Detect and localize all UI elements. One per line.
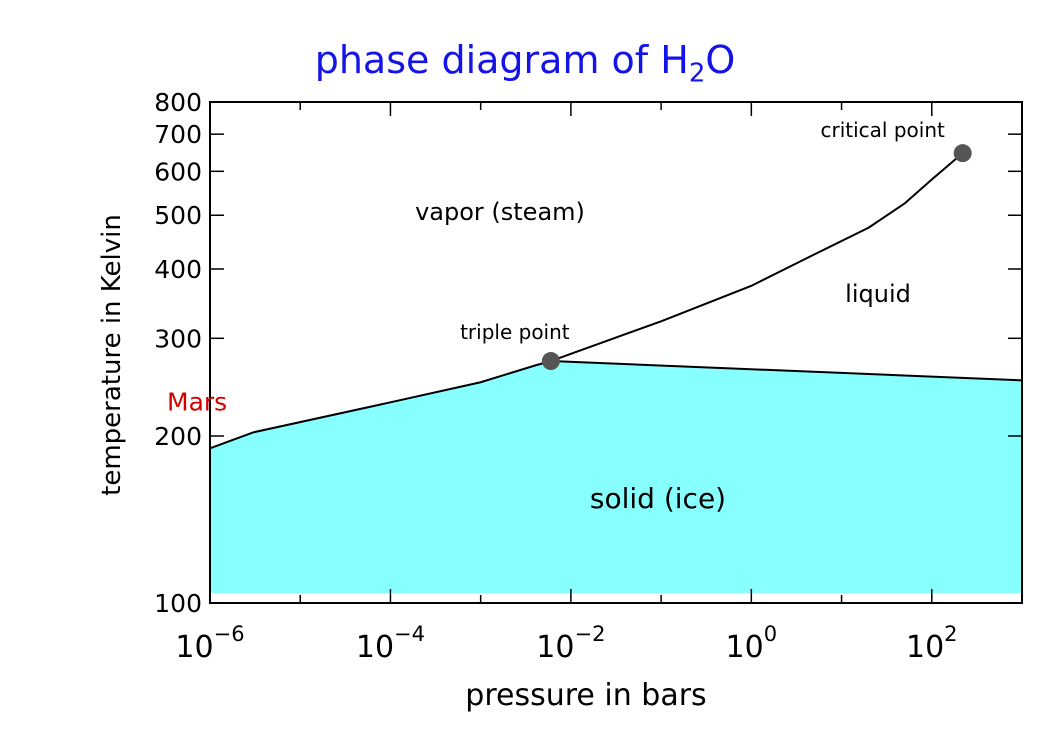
y-tick-label: 800 — [154, 88, 202, 117]
y-tick-label: 600 — [154, 157, 202, 186]
chart-title-tail: O — [705, 38, 736, 82]
y-tick-label: 400 — [154, 255, 202, 284]
mars-annotation: Mars — [167, 387, 227, 416]
sublimation-curve — [209, 360, 552, 450]
x-tick-label: 100 — [726, 622, 778, 665]
x-tick-label: 102 — [906, 622, 958, 665]
melting-curve — [550, 360, 1023, 382]
special-point-marker — [953, 144, 972, 163]
y-tick-label: 500 — [154, 201, 202, 230]
region-label: liquid — [845, 280, 911, 308]
x-axis-label: pressure in bars — [465, 678, 706, 713]
vaporization-curve — [550, 152, 964, 362]
y-axis-label: temperature in Kelvin — [97, 214, 127, 496]
x-tick-label: 10−6 — [175, 622, 244, 665]
region-label: vapor (steam) — [415, 198, 585, 226]
y-tick-label: 200 — [154, 422, 202, 451]
x-tick-label: 10−4 — [356, 622, 425, 665]
chart-title-subscript: 2 — [688, 58, 706, 89]
plot-frame — [209, 101, 1023, 604]
phase-boundary-curves — [209, 152, 1023, 450]
y-tick-label: 300 — [154, 324, 202, 353]
chart-labels: 10−6 10−4 10−2 100 102 100 200 300 400 500 600 700 8… — [97, 88, 958, 713]
special-point-label: triple point — [460, 320, 570, 344]
x-tick-label: 10−2 — [536, 622, 605, 665]
special-point-marker — [541, 352, 560, 371]
y-tick-label: 100 — [154, 589, 202, 618]
solid-ice-region — [210, 361, 1022, 593]
axis-ticks — [209, 101, 1023, 604]
region-label: solid (ice) — [590, 482, 726, 515]
y-tick-label: 700 — [154, 120, 202, 149]
chart-title: phase diagram of H2O — [0, 38, 1050, 89]
special-point-label: critical point — [820, 118, 945, 142]
chart-title-main: phase diagram of H — [314, 38, 689, 82]
special-points — [541, 144, 972, 371]
